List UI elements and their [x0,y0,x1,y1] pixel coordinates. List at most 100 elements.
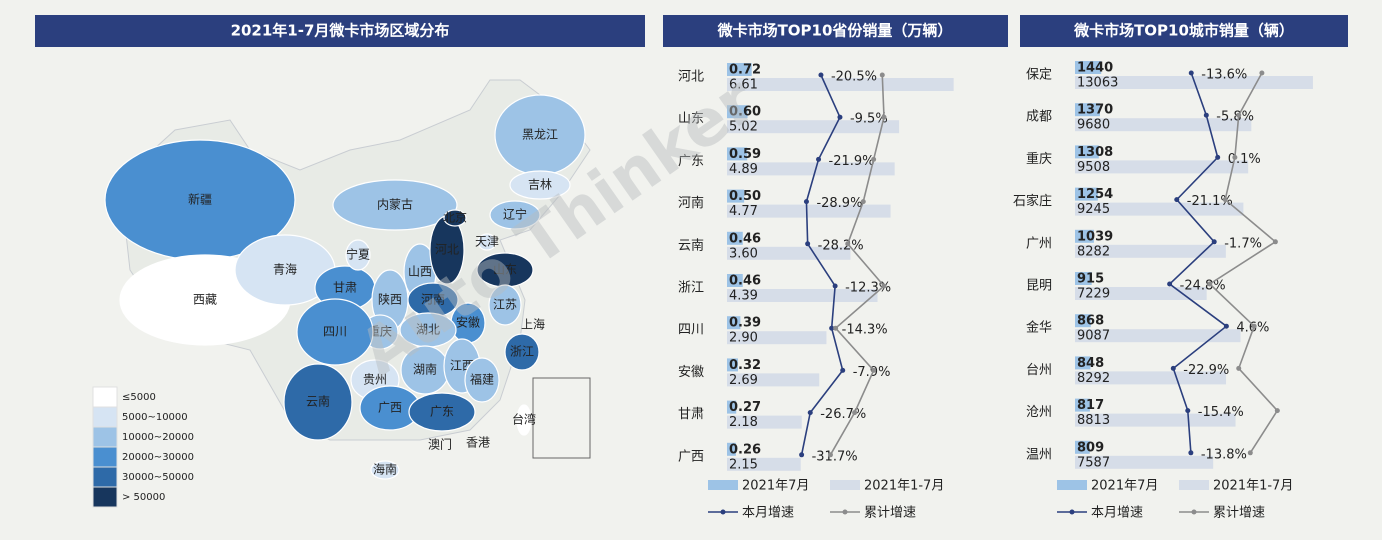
bar [1075,202,1244,216]
bar-value-label: 8292 [1077,371,1110,386]
category-label: 河北 [678,70,704,85]
bar [727,442,736,456]
bar [1075,356,1091,370]
growth-point [805,241,811,247]
region [296,298,374,366]
region-label: 广西 [378,401,402,415]
region-label: 浙江 [510,345,534,359]
growth-point [818,72,824,78]
growth-label: -28.9% [816,196,862,211]
bar-value-label: 9508 [1077,160,1110,175]
growth-label: -12.3% [845,281,891,296]
legend-label: > 50000 [122,492,165,503]
bar-value-label: 848 [1077,356,1104,371]
bar-value-label: 9087 [1077,329,1110,344]
bar [727,289,878,302]
bar [1075,440,1090,454]
region [283,363,353,441]
category-label: 浙江 [678,281,704,296]
region-label: 云南 [306,394,330,409]
legend-swatch [708,480,738,490]
growth-point [881,114,887,120]
region-label: 澳门 [428,437,452,452]
bar-value-label: 0.50 [729,189,761,204]
growth-label: -5.8% [1216,110,1254,125]
chart-title: 微卡市场TOP10城市销量（辆） [1073,22,1294,40]
region [516,404,532,436]
category-label: 温州 [1026,447,1052,462]
bar [727,373,820,387]
growth-label: -31.7% [812,449,858,464]
growth-point [837,114,843,120]
growth-point [829,325,835,331]
growth-point [1215,154,1221,160]
growth-point [1223,323,1229,329]
bar-value-label: 8282 [1077,244,1110,259]
region-label: 内蒙古 [377,197,413,212]
growth-point [871,156,877,162]
legend-swatch [92,426,118,448]
bar [1075,455,1214,469]
bar [1075,413,1236,427]
growth-point [1170,365,1176,371]
bar-value-label: 0.72 [729,63,761,78]
region-label: 陕西 [378,292,402,307]
growth-label: -28.2% [818,238,864,253]
bar [727,415,802,429]
bar-value-label: 0.46 [729,274,761,289]
region [464,357,500,403]
region-label: 湖北 [416,322,440,337]
growth-point [827,452,833,458]
legend-swatch [92,446,118,468]
growth-point [1259,70,1265,76]
bar-value-label: 915 [1077,272,1104,287]
bar [727,274,743,287]
bar-value-label: 0.59 [729,147,761,162]
bar-value-label: 0.39 [729,316,761,331]
region [477,233,497,251]
region [509,170,571,200]
growth-point [879,72,885,78]
bar-value-label: 7587 [1077,455,1110,470]
bar [1075,145,1099,159]
legend-swatch [92,406,118,428]
bar-value-label: 0.26 [729,442,761,457]
category-label: 石家庄 [1013,193,1052,209]
region-label: 北京 [443,211,467,225]
region-label: 青海 [273,262,297,277]
legend-label: 2021年1-7月 [864,479,944,494]
category-label: 河南 [678,195,704,211]
region-label: 台湾 [512,412,536,427]
bar-value-label: 2.90 [729,331,758,346]
region-label: 贵州 [363,373,387,387]
legend-label: 2021年7月 [742,479,809,494]
bar-value-label: 9245 [1077,202,1110,217]
growth-label: -20.5% [831,70,877,85]
growth-point [1185,408,1191,414]
region-label: 新疆 [188,192,212,207]
bar-value-label: 8813 [1077,413,1110,428]
growth-label: -22.9% [1183,363,1229,378]
bar-value-label: 9680 [1077,118,1110,133]
growth-point [1251,323,1257,329]
bar [1075,272,1092,285]
category-label: 重庆 [1026,151,1052,167]
growth-point [860,199,866,205]
region-label: 甘肃 [333,281,357,295]
growth-point [1188,70,1194,76]
growth-point [852,410,858,416]
bar [727,162,895,176]
bar [727,400,737,414]
region-label: 广东 [430,405,454,419]
bar [727,120,900,134]
bar [727,457,801,471]
bar-value-label: 1370 [1077,103,1113,118]
legend-swatch [92,466,118,488]
growth-point [1232,154,1238,160]
bar-value-label: 3.60 [729,246,758,261]
title-bar [35,15,645,47]
growth-line [1168,72,1228,453]
legend-label: 2021年1-7月 [1213,479,1293,494]
